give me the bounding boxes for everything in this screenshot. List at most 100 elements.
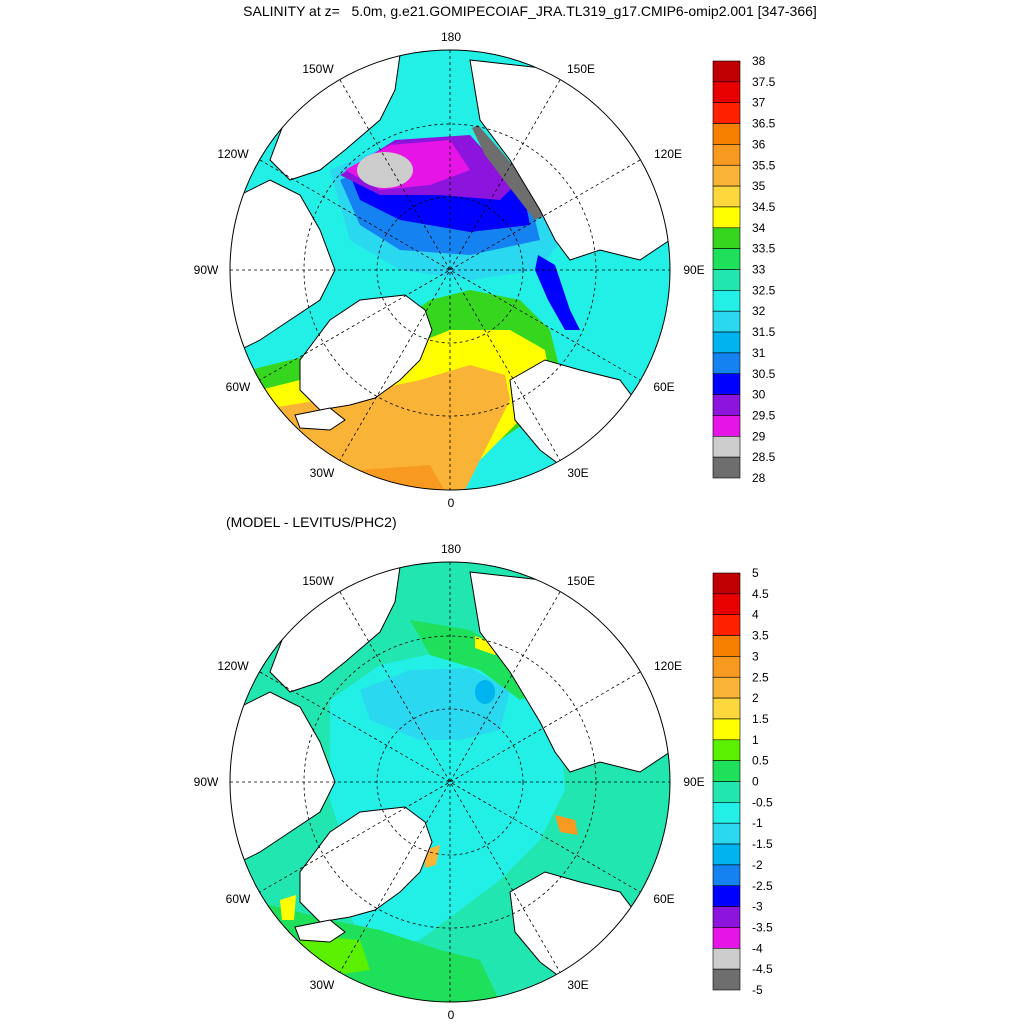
lon-label-30w: 30W (310, 466, 335, 480)
colorbar-difference-label: 4 (752, 608, 759, 622)
difference-subtitle: (MODEL - LEVITUS/PHC2) (226, 514, 397, 530)
colorbar-salinity-swatch (712, 269, 741, 291)
lon-label-150e: 150E (567, 62, 595, 76)
colorbar-difference: 5 4.5 4 3.5 3 2.5 2 1.5 1 0.5 0 -0.5 -1 -1.5 -2 -2.5 -3 -… (712, 566, 773, 997)
colorbar-salinity-swatch (712, 248, 741, 270)
colorbar-difference-swatch (712, 739, 741, 761)
lon-label-90w: 90W (194, 263, 219, 277)
colorbar-difference-label: 0.5 (752, 754, 769, 768)
colorbar-salinity-swatch (712, 60, 741, 83)
colorbar-salinity-label: 37 (752, 96, 766, 110)
colorbar-salinity-label: 31 (752, 346, 766, 360)
colorbar-salinity-swatch (712, 227, 741, 249)
anomaly-region-kara-pos (555, 815, 578, 835)
graticule (230, 50, 670, 490)
salinity-region-kara (535, 255, 580, 330)
lon-label-90e: 90E (683, 775, 704, 789)
colorbar-difference-label: 2.5 (752, 670, 769, 684)
lon-label-120w: 120W (217, 659, 249, 673)
anomaly-region-beaufort (360, 668, 510, 740)
colorbar-difference-label: 3 (752, 649, 759, 663)
lon-label-90w: 90W (194, 775, 219, 789)
colorbar-salinity-label: 35 (752, 179, 766, 193)
lon-label-90e: 90E (683, 263, 704, 277)
colorbar-difference-label: 4.5 (752, 587, 769, 601)
graticule (230, 562, 670, 1002)
colorbar-difference-swatch (712, 927, 741, 949)
salinity-region-grey (357, 152, 413, 188)
colorbar-difference-label: -2.5 (752, 879, 773, 893)
colorbar-salinity-swatch (712, 290, 741, 312)
lon-label-180: 180 (441, 30, 461, 44)
colorbar-difference-label: -1.5 (752, 837, 773, 851)
colorbar-salinity: 38 37.5 37 36.5 36 35.5 35 34.5 34 33.5 33 32.5 32 31… (712, 54, 776, 485)
colorbar-difference-swatch (712, 781, 741, 803)
colorbar-difference-label: 2 (752, 691, 759, 705)
colorbar-difference-swatch (712, 697, 741, 720)
colorbar-salinity-label: 29 (752, 429, 766, 443)
colorbar-salinity-label: 36 (752, 137, 766, 151)
anomaly-region-siberian-shelf (410, 620, 545, 700)
lon-label-150e: 150E (567, 574, 595, 588)
anomaly-region-labrador-pos (280, 895, 296, 920)
colorbar-salinity-swatch (712, 81, 741, 103)
colorbar-difference-swatch (712, 906, 741, 928)
colorbar-salinity-label: 37.5 (752, 75, 776, 89)
colorbar-difference-swatch (712, 614, 741, 636)
lon-label-30w: 30W (310, 978, 335, 992)
anomaly-region-beaufort-core (475, 680, 495, 704)
colorbar-difference-swatch (712, 864, 741, 887)
colorbar-salinity-swatch (712, 415, 741, 437)
colorbar-salinity-swatch (712, 310, 741, 333)
colorbar-difference-swatch (712, 635, 741, 657)
colorbar-difference-swatch (712, 572, 741, 595)
colorbar-difference-label: -0.5 (752, 795, 773, 809)
colorbar-salinity-swatch (712, 123, 741, 145)
colorbar-salinity-label: 30.5 (752, 367, 776, 381)
colorbar-difference-label: 5 (752, 566, 759, 580)
plot-title: SALINITY at z= 5.0m, g.e21.GOMIPECOIAF_J… (243, 3, 817, 19)
colorbar-difference-label: -1 (752, 816, 763, 830)
colorbar-salinity-swatch (712, 102, 741, 124)
colorbar-difference-label: -5 (752, 983, 763, 997)
colorbar-difference-swatch (712, 656, 741, 678)
colorbar-difference-label: -2 (752, 858, 763, 872)
land-iceland (294, 407, 346, 431)
colorbar-salinity-label: 36.5 (752, 117, 776, 131)
lon-label-60w: 60W (226, 380, 251, 394)
colorbar-difference-swatch (712, 822, 741, 845)
colorbar-salinity-swatch (712, 185, 741, 208)
colorbar-salinity-swatch (712, 164, 741, 187)
colorbar-difference-swatch (712, 885, 741, 907)
colorbar-salinity-label: 28 (752, 471, 766, 485)
lon-label-0: 0 (448, 496, 455, 510)
lon-label-150w: 150W (302, 574, 334, 588)
colorbar-difference-label: -3 (752, 900, 763, 914)
colorbar-salinity-label: 35.5 (752, 158, 776, 172)
colorbar-salinity-label: 33 (752, 263, 766, 277)
colorbar-salinity-label: 33.5 (752, 242, 776, 256)
colorbar-difference-swatch (712, 968, 741, 991)
land-greenland (299, 806, 433, 923)
colorbar-salinity-swatch (712, 456, 741, 479)
lon-label-60w: 60W (226, 892, 251, 906)
colorbar-difference-swatch (712, 843, 741, 866)
difference-map: 180 150W 150E 120W 120E 90W 90E 60W 60E … (194, 542, 705, 1022)
colorbar-salinity-swatch (712, 373, 741, 395)
lon-label-150w: 150W (302, 62, 334, 76)
colorbar-salinity-swatch (712, 435, 741, 458)
colorbar-salinity-label: 28.5 (752, 450, 776, 464)
colorbar-difference-swatch (712, 718, 741, 741)
lon-label-120e: 120E (654, 147, 682, 161)
colorbar-salinity-swatch (712, 331, 741, 354)
lon-label-180: 180 (441, 542, 461, 556)
colorbar-difference-swatch (712, 760, 741, 782)
colorbar-salinity-label: 29.5 (752, 408, 776, 422)
colorbar-difference-swatch (712, 947, 741, 970)
colorbar-difference-label: 1.5 (752, 712, 769, 726)
colorbar-difference-label: 1 (752, 733, 759, 747)
lon-label-30e: 30E (567, 978, 588, 992)
lon-label-30e: 30E (567, 466, 588, 480)
colorbar-salinity-label: 32.5 (752, 283, 776, 297)
land-greenland (299, 294, 433, 411)
